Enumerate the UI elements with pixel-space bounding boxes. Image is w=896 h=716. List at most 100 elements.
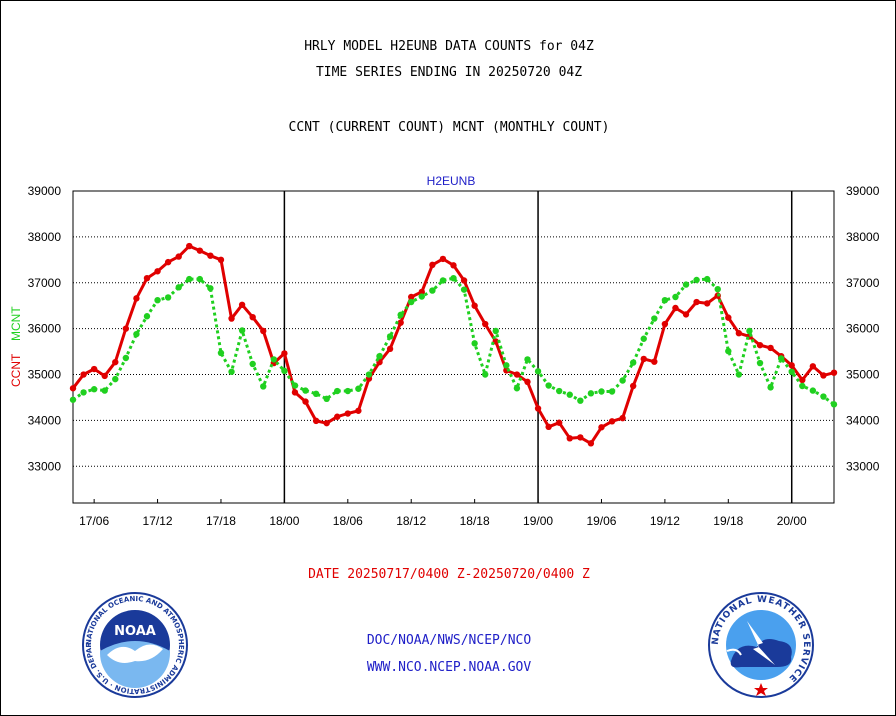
data-point-ccnt xyxy=(312,417,320,425)
data-point-mcnt xyxy=(397,311,404,319)
data-point-mcnt xyxy=(355,385,362,392)
data-point-mcnt xyxy=(186,275,193,283)
svg-text:NOAA: NOAA xyxy=(114,624,156,639)
data-point-mcnt xyxy=(820,393,827,400)
nws-logo: NATIONAL WEATHER SERVICE xyxy=(708,592,814,698)
data-point-ccnt xyxy=(154,268,161,275)
x-tick-label: 18/00 xyxy=(269,514,299,528)
data-point-ccnt xyxy=(112,358,119,366)
data-point-mcnt xyxy=(703,275,711,283)
data-point-mcnt xyxy=(143,313,151,320)
data-point-mcnt xyxy=(270,356,278,363)
data-point-ccnt xyxy=(238,301,246,308)
data-point-ccnt xyxy=(693,298,700,306)
data-point-ccnt xyxy=(418,288,425,296)
data-point-ccnt xyxy=(703,300,711,307)
x-tick-label: 17/06 xyxy=(79,514,109,528)
y-tick-label-left: 38000 xyxy=(28,230,62,244)
y-tick-label-left: 36000 xyxy=(28,322,62,336)
data-point-mcnt xyxy=(164,294,172,301)
url-link[interactable]: WWW.NCO.NCEP.NOAA.GOV xyxy=(366,660,532,675)
y-tick-label-left: 35000 xyxy=(28,368,62,382)
data-point-ccnt xyxy=(524,378,531,386)
y-tick-label-left: 33000 xyxy=(28,459,62,473)
data-point-mcnt xyxy=(376,352,383,360)
data-point-ccnt xyxy=(186,242,193,250)
y-tick-label-right: 33000 xyxy=(846,459,880,473)
y-tick-label-left: 34000 xyxy=(28,413,62,427)
data-point-ccnt xyxy=(767,344,774,352)
plot-frame xyxy=(72,190,835,504)
y-tick-label-right: 37000 xyxy=(846,276,880,290)
data-point-ccnt xyxy=(397,319,404,326)
data-point-ccnt xyxy=(439,255,447,263)
data-point-mcnt xyxy=(429,287,436,294)
data-point-ccnt xyxy=(608,418,616,425)
data-point-mcnt xyxy=(471,340,478,347)
x-tick-label: 19/12 xyxy=(650,514,680,528)
data-point-mcnt xyxy=(238,327,246,334)
data-point-ccnt xyxy=(69,385,77,392)
data-point-mcnt xyxy=(534,368,542,375)
data-point-mcnt xyxy=(555,387,563,395)
date-range: DATE 20250717/0400 Z-20250720/0400 Z xyxy=(308,567,590,582)
data-point-ccnt xyxy=(249,313,256,321)
data-point-mcnt xyxy=(228,368,235,375)
data-point-mcnt xyxy=(693,276,700,284)
data-point-mcnt xyxy=(344,387,352,395)
x-tick-label: 17/12 xyxy=(143,514,173,528)
data-point-ccnt xyxy=(534,405,542,412)
data-point-ccnt xyxy=(619,414,626,422)
data-point-mcnt xyxy=(112,375,119,383)
x-tick-label: 20/00 xyxy=(777,514,807,528)
data-point-ccnt xyxy=(429,261,436,269)
data-point-mcnt xyxy=(482,371,489,378)
data-point-ccnt xyxy=(334,413,341,420)
data-point-ccnt xyxy=(90,365,98,373)
data-point-ccnt xyxy=(471,302,478,309)
data-point-ccnt xyxy=(228,315,235,322)
y-tick-label-right: 38000 xyxy=(846,230,880,244)
data-point-mcnt xyxy=(598,388,605,395)
chart-title-line2: TIME SERIES ENDING IN 20250720 04Z xyxy=(315,65,583,80)
axis-layer: 33000 33000 34000 34000 35000 35000 36000 36000… xyxy=(28,184,880,528)
grid-layer xyxy=(73,191,834,503)
data-point-ccnt xyxy=(80,371,87,378)
chart-title-line1: HRLY MODEL H2EUNB DATA COUNTS for 04Z xyxy=(304,39,594,54)
data-point-ccnt xyxy=(450,262,457,269)
data-point-mcnt xyxy=(365,371,373,378)
data-point-mcnt xyxy=(450,274,457,282)
y-axis-label-mcnt: MCNT xyxy=(9,306,23,341)
data-point-mcnt xyxy=(90,386,98,393)
data-point-mcnt xyxy=(767,384,774,391)
data-point-mcnt xyxy=(566,391,573,398)
y-tick-label-left: 39000 xyxy=(28,184,62,198)
data-point-ccnt xyxy=(460,277,468,284)
data-point-ccnt xyxy=(682,311,690,318)
data-point-ccnt xyxy=(513,371,521,378)
data-point-mcnt xyxy=(777,355,785,362)
data-point-mcnt xyxy=(809,387,817,394)
chart-subtitle: CCNT (CURRENT COUNT) MCNT (MONTHLY COUNT… xyxy=(288,120,610,135)
data-point-ccnt xyxy=(175,253,182,260)
data-point-ccnt xyxy=(260,327,267,335)
data-point-mcnt xyxy=(69,396,77,403)
data-point-mcnt xyxy=(418,293,425,300)
org-line[interactable]: DOC/NOAA/NWS/NCEP/NCO xyxy=(366,633,532,648)
data-point-mcnt xyxy=(788,368,795,375)
data-point-ccnt xyxy=(788,362,795,369)
data-point-ccnt xyxy=(640,355,647,363)
data-point-mcnt xyxy=(799,382,806,390)
data-point-ccnt xyxy=(598,424,605,431)
x-tick-label: 17/18 xyxy=(206,514,236,528)
data-point-mcnt xyxy=(291,382,299,389)
data-point-mcnt xyxy=(725,347,732,355)
noaa-logo: NATIONAL OCEANIC AND ATMOSPHERIC ADMINIS… xyxy=(81,591,188,698)
data-point-mcnt xyxy=(154,297,161,304)
data-point-mcnt xyxy=(746,327,753,335)
data-point-mcnt xyxy=(133,330,140,338)
data-point-mcnt xyxy=(386,333,394,340)
data-point-mcnt xyxy=(830,401,838,408)
y-tick-label-right: 39000 xyxy=(846,184,880,198)
